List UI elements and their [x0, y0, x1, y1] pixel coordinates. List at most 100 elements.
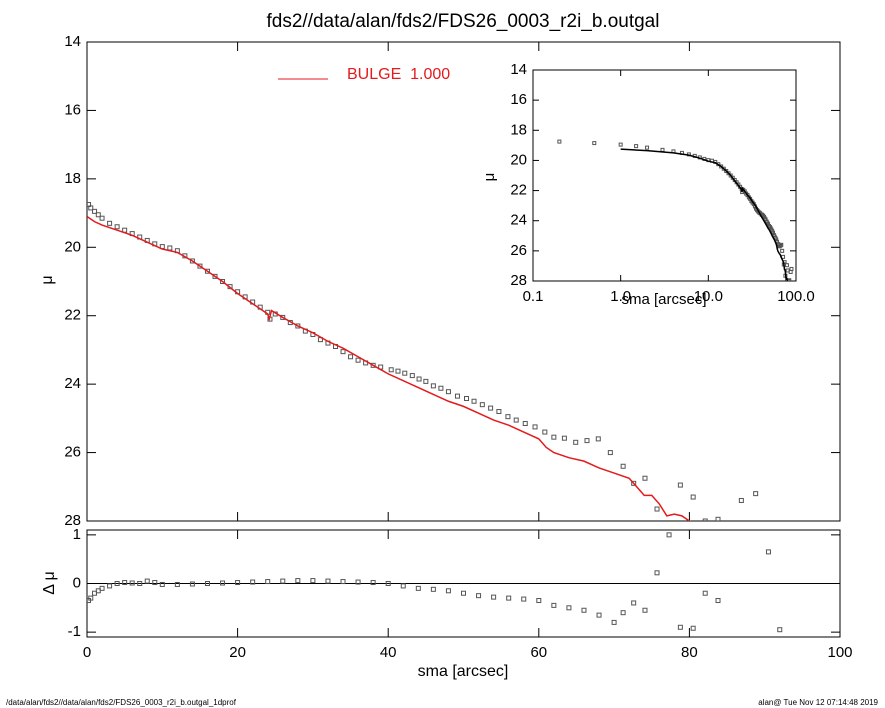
model-line — [620, 148, 789, 281]
data-point — [280, 314, 286, 320]
data-point — [295, 578, 301, 584]
y-tick-label: 20 — [64, 238, 81, 255]
y-tick-label: 20 — [510, 151, 527, 168]
data-point — [438, 385, 444, 391]
y-tick-label: 14 — [510, 61, 527, 78]
data-point — [654, 506, 660, 512]
data-point — [620, 463, 626, 469]
data-point — [400, 583, 406, 589]
chart-title: fds2//data/alan/fds2/FDS26_0003_r2i_b.ou… — [267, 11, 660, 32]
data-point — [715, 516, 721, 521]
data-point — [765, 549, 771, 555]
data-point — [728, 173, 733, 178]
data-point — [122, 580, 128, 586]
data-point — [370, 580, 376, 586]
data-point — [551, 434, 557, 440]
data-point — [789, 266, 794, 271]
data-point — [370, 362, 376, 368]
plot-frame — [532, 69, 797, 282]
x-axis-label: sma [arcsec] — [418, 663, 509, 680]
y-axis-label: μ — [481, 173, 498, 182]
data-point — [388, 367, 394, 373]
data-point — [786, 279, 791, 281]
data-point — [505, 414, 511, 420]
data-point — [197, 263, 203, 269]
data-point — [592, 141, 597, 146]
data-point — [536, 598, 542, 604]
y-tick-label: 16 — [510, 91, 527, 108]
data-point — [573, 439, 579, 445]
data-point — [715, 598, 721, 604]
data-point — [167, 245, 173, 251]
data-point — [204, 581, 210, 586]
data-point — [461, 590, 466, 596]
x-tick-label: 0.1 — [523, 288, 544, 305]
y-tick-label: -1 — [68, 623, 81, 640]
y-tick-label: 22 — [510, 182, 527, 199]
data-point — [129, 580, 135, 586]
data-point — [107, 583, 113, 589]
data-point — [532, 424, 538, 430]
footer-right: alan@ Tue Nov 12 07:14:48 2019 — [758, 698, 878, 707]
data-point — [295, 323, 301, 329]
data-point — [415, 585, 421, 591]
y-tick-label: 18 — [64, 170, 81, 187]
data-point — [464, 396, 470, 402]
data-point — [348, 354, 354, 360]
data-point — [445, 389, 451, 395]
data-point — [721, 166, 726, 171]
y-tick-label: 16 — [64, 101, 81, 118]
data-point — [634, 144, 639, 149]
y-tick-label: 18 — [510, 121, 527, 138]
data-point — [631, 600, 637, 606]
data-point — [551, 602, 557, 608]
data-point — [631, 480, 637, 486]
data-point — [95, 212, 101, 218]
data-point — [584, 438, 590, 444]
data-point — [204, 268, 210, 274]
data-point — [402, 370, 408, 376]
data-point — [677, 624, 683, 630]
y-tick-label: 14 — [64, 33, 81, 50]
footer-left: /data/alan/fds2//data/alan/fds2/FDS26_00… — [6, 698, 237, 707]
data-point — [189, 258, 195, 264]
x-tick-label: 1.0 — [610, 288, 631, 305]
data-point — [430, 586, 436, 592]
data-point — [780, 248, 785, 253]
data-point — [250, 579, 256, 585]
data-point — [445, 588, 451, 594]
x-tick-label: 40 — [380, 644, 397, 661]
data-point — [325, 578, 331, 584]
data-point — [385, 581, 391, 586]
data-point — [719, 164, 724, 169]
data-point — [654, 570, 660, 576]
y-tick-label: 28 — [64, 512, 81, 529]
x-axis-label: sma [arcsec] — [621, 291, 706, 308]
data-point — [561, 435, 567, 441]
data-point — [423, 378, 429, 384]
x-tick-label: 80 — [681, 644, 698, 661]
data-point — [265, 579, 271, 585]
x-tick-label: 0 — [83, 644, 91, 661]
data-point — [479, 402, 485, 408]
data-point — [220, 279, 226, 284]
plot-area — [87, 532, 783, 633]
plot-frame — [86, 41, 841, 522]
data-point — [92, 208, 98, 214]
y-axis-label: μ — [39, 275, 56, 284]
data-point — [114, 581, 120, 586]
data-point — [596, 612, 602, 618]
data-point — [88, 205, 94, 211]
plot-area — [87, 202, 759, 521]
data-point — [777, 627, 783, 633]
data-point — [491, 594, 497, 600]
data-point — [522, 420, 528, 426]
x-tick-label: 60 — [530, 644, 547, 661]
data-point — [99, 585, 105, 591]
data-point — [542, 429, 548, 435]
data-point — [513, 417, 519, 423]
data-point — [144, 578, 150, 584]
data-point — [174, 581, 180, 587]
data-point — [753, 491, 759, 497]
data-point — [235, 580, 241, 586]
